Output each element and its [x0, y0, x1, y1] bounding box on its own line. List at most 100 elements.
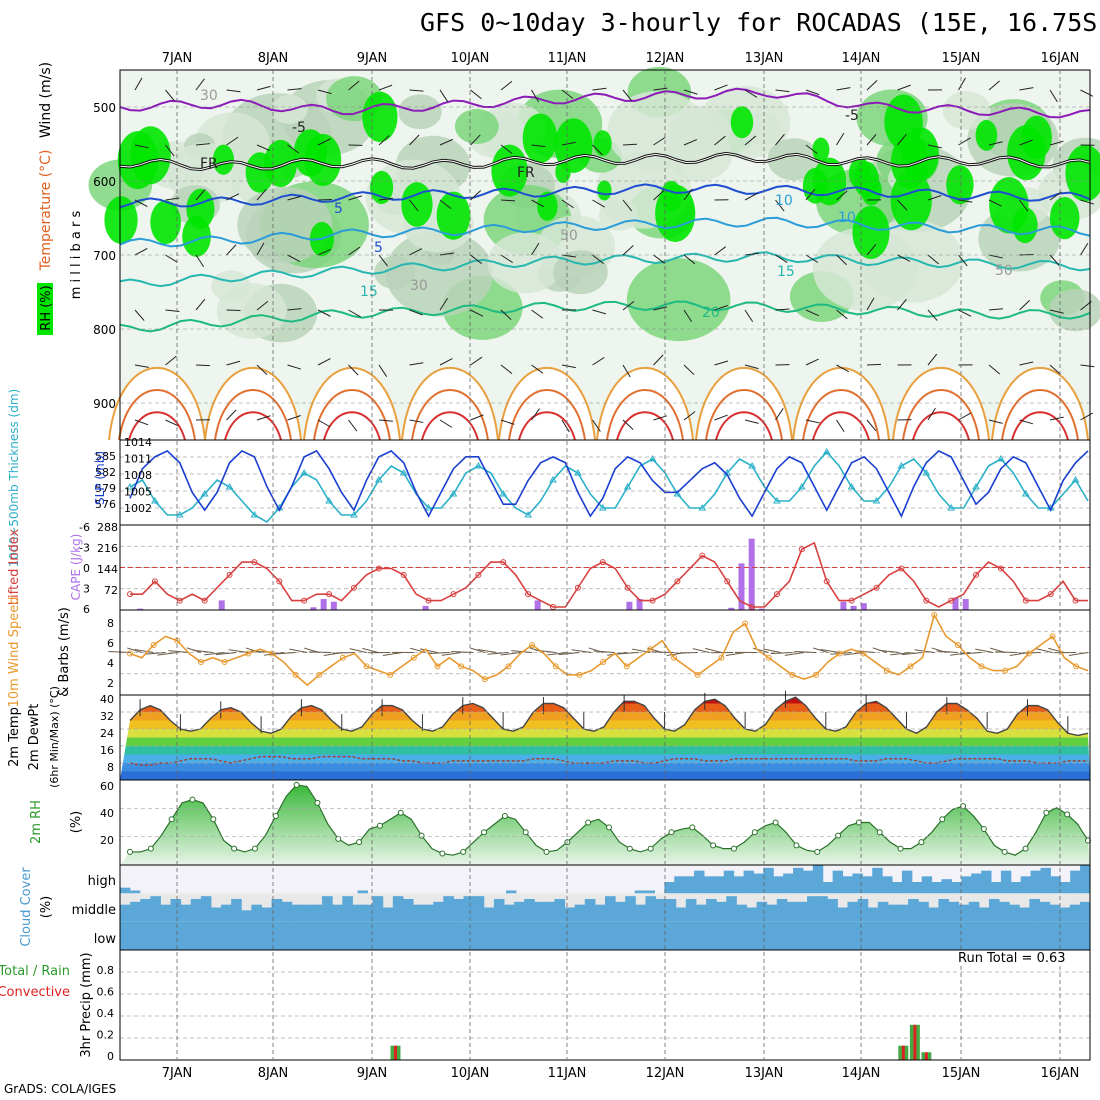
cloud-bar	[140, 899, 151, 922]
slp-tick: 1005	[124, 486, 152, 499]
rh-point	[626, 845, 633, 852]
cloud-bar	[344, 921, 356, 950]
rh-point	[231, 845, 238, 852]
cloud-bar	[726, 896, 737, 922]
rh-point	[689, 824, 696, 831]
wind-speed-point	[387, 671, 394, 678]
slp-tick: 1014	[124, 436, 152, 449]
wind-barb	[975, 648, 994, 653]
wind-barb	[958, 309, 972, 317]
rh-point	[293, 781, 300, 788]
rh-high-shade	[660, 180, 682, 212]
contour-label: 50	[995, 263, 1013, 279]
ytick-label: 0.2	[97, 1029, 115, 1042]
wind-speed-point	[765, 654, 772, 661]
cloud-bar	[842, 876, 853, 894]
cloud-bar	[554, 899, 566, 922]
wind-barb	[836, 309, 848, 320]
cloud-bar	[987, 921, 999, 950]
rh-point	[710, 842, 717, 849]
cloud-bar	[130, 901, 141, 922]
wind-barb	[622, 300, 635, 311]
wind-barb	[168, 650, 190, 653]
rh-high-shade	[537, 191, 558, 221]
day-label-bottom: 12JAN	[646, 1066, 685, 1081]
ytick-label: 24	[100, 727, 114, 740]
cloud-bar	[804, 921, 815, 950]
cloud-bar	[385, 921, 397, 950]
rh-point	[501, 812, 508, 819]
cloud-bar	[477, 921, 489, 950]
wind-barb	[134, 309, 145, 321]
day-label-bottom: 7JAN	[162, 1066, 193, 1081]
wind-barb	[927, 144, 942, 149]
thickness-point	[374, 476, 383, 483]
wind-barb	[683, 364, 695, 376]
wind-barb	[958, 412, 971, 421]
wind-barb	[309, 651, 332, 653]
wind-barb	[805, 144, 818, 154]
precip-conv-bar	[913, 1024, 917, 1060]
day-label-top: 8JAN	[258, 51, 289, 66]
ytick-label: 900	[93, 397, 116, 411]
cloud-bar	[867, 907, 879, 922]
wind-speed-point	[742, 620, 749, 627]
wind-barb	[378, 84, 393, 91]
cloud-bar	[416, 921, 427, 950]
wind-barb	[362, 647, 379, 653]
wind-speed-point	[836, 650, 843, 657]
wind-barb	[866, 134, 877, 146]
lifted-index-point	[997, 565, 1004, 572]
temp-unit-label: (6hr Min/Max) (°C)	[48, 686, 61, 788]
lifted-index-point	[798, 546, 805, 553]
cloud-bar	[610, 921, 621, 950]
rh-shade	[398, 94, 442, 130]
cloud-bar	[906, 921, 917, 950]
freezing-line-core	[119, 152, 1091, 170]
wind-speed-point	[1049, 633, 1056, 640]
wind-barb	[890, 652, 911, 656]
lifted-index-point	[500, 559, 507, 566]
wind-barb	[439, 138, 454, 146]
rh-high-shade	[989, 177, 1029, 234]
cloud-bar	[120, 904, 131, 922]
cloud-bar	[645, 896, 657, 922]
contour-label: 50	[560, 228, 578, 244]
wind-barb	[439, 252, 454, 256]
wind-barb	[653, 136, 666, 146]
warm-isotherm	[812, 411, 870, 441]
wind-speed-point	[812, 671, 819, 678]
wind-barb	[1035, 648, 1053, 653]
rh-point	[793, 842, 800, 849]
cloud-bar	[635, 904, 646, 922]
wind-barb	[289, 648, 308, 653]
day-label-bottom: 8JAN	[258, 1066, 289, 1081]
cloud-bar	[1038, 921, 1050, 950]
cloud-bar	[931, 882, 943, 894]
wind-barb	[287, 364, 302, 370]
wind-barb	[936, 650, 958, 653]
cloud-bar	[634, 890, 646, 894]
wind-barb	[775, 254, 788, 264]
wind-barb	[592, 419, 601, 432]
cloud-bar	[362, 904, 374, 922]
cloud-bar	[961, 876, 972, 894]
wind-barb	[134, 248, 148, 256]
cloud-bar	[958, 904, 970, 922]
day-label-top: 14JAN	[842, 51, 881, 66]
cloud-bar	[1060, 882, 1071, 894]
wind-speed-point	[127, 650, 133, 657]
wind-barb	[204, 652, 225, 656]
cloud-bar	[898, 904, 909, 922]
cape-bar	[962, 599, 969, 610]
cloud-bar	[630, 921, 642, 950]
slp-axis-label: SLP (mb)	[93, 451, 107, 505]
cape-bar	[850, 605, 857, 610]
cloud-bar	[201, 921, 213, 950]
contour-label: 10	[775, 193, 793, 209]
wind-barb	[317, 419, 331, 428]
wind-barb	[134, 364, 149, 368]
cloud-bar	[807, 896, 818, 922]
lifted-index-point	[301, 597, 308, 604]
wind-barb	[1080, 199, 1095, 205]
